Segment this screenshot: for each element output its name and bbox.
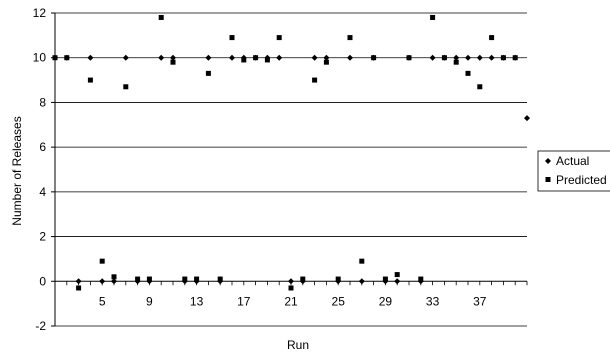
y-tick-label: 6 xyxy=(39,140,46,154)
point-predicted xyxy=(489,35,495,41)
point-predicted xyxy=(76,285,82,291)
legend-label-predicted: Predicted xyxy=(556,173,607,187)
point-actual xyxy=(75,278,82,285)
point-predicted xyxy=(359,258,365,264)
point-predicted xyxy=(300,276,306,282)
point-predicted xyxy=(512,55,518,61)
point-predicted xyxy=(111,274,117,280)
legend-label-actual: Actual xyxy=(556,154,589,168)
x-tick-label: 21 xyxy=(284,294,298,308)
point-predicted xyxy=(170,59,176,65)
point-predicted xyxy=(406,55,412,61)
y-tick-label: 12 xyxy=(33,6,47,20)
point-predicted xyxy=(335,276,341,282)
x-tick-label: 37 xyxy=(473,294,487,308)
point-predicted xyxy=(99,258,105,264)
y-tick-label: 8 xyxy=(39,95,46,109)
legend-marker-actual xyxy=(545,158,551,164)
point-actual xyxy=(394,278,401,285)
x-tick-label: 25 xyxy=(332,294,346,308)
point-predicted xyxy=(276,35,282,41)
point-actual xyxy=(288,278,294,285)
point-actual xyxy=(476,54,483,61)
point-predicted xyxy=(182,276,188,282)
x-axis-title: Run xyxy=(287,338,309,352)
point-predicted xyxy=(418,276,424,282)
point-predicted xyxy=(500,55,506,61)
y-tick-label: 0 xyxy=(39,274,46,288)
y-axis-title: Number of Releases xyxy=(10,116,24,225)
x-tick-label: 29 xyxy=(379,294,393,308)
point-predicted xyxy=(229,35,235,41)
point-actual xyxy=(87,54,94,61)
point-predicted xyxy=(465,70,471,76)
point-predicted xyxy=(453,59,459,65)
point-actual xyxy=(347,54,353,61)
point-predicted xyxy=(158,14,164,20)
point-actual xyxy=(358,278,365,285)
point-predicted xyxy=(52,55,58,61)
point-predicted xyxy=(347,35,353,41)
point-predicted xyxy=(241,57,247,63)
x-tick-label: 13 xyxy=(190,294,204,308)
point-predicted xyxy=(312,77,318,83)
point-actual xyxy=(122,54,129,61)
point-predicted xyxy=(146,276,152,282)
point-predicted xyxy=(264,57,270,63)
point-predicted xyxy=(135,276,141,282)
legend: Actual Predicted xyxy=(537,150,610,192)
point-predicted xyxy=(194,276,200,282)
point-predicted xyxy=(64,55,70,61)
point-predicted xyxy=(205,70,211,76)
point-predicted xyxy=(217,276,223,282)
point-predicted xyxy=(371,55,377,61)
y-tick-label: 4 xyxy=(39,185,46,199)
point-actual xyxy=(524,115,530,122)
point-predicted xyxy=(253,55,259,61)
point-predicted xyxy=(477,84,483,90)
point-actual xyxy=(311,54,318,61)
y-tick-label: 2 xyxy=(39,230,46,244)
point-predicted xyxy=(394,272,400,278)
point-actual xyxy=(465,54,471,61)
point-actual xyxy=(205,54,212,61)
x-tick-label: 9 xyxy=(146,294,153,308)
point-actual xyxy=(111,278,117,285)
x-tick-label: 17 xyxy=(237,294,251,308)
y-tick-labels: -2 0 2 4 6 8 10 12 xyxy=(33,6,47,333)
point-actual xyxy=(158,54,165,61)
point-actual xyxy=(429,54,436,61)
point-predicted xyxy=(288,285,294,291)
point-actual xyxy=(99,278,106,285)
legend-box xyxy=(537,150,610,192)
x-tick-label: 33 xyxy=(426,294,440,308)
y-tick-label: 10 xyxy=(33,51,47,65)
point-actual xyxy=(229,54,235,61)
point-actual xyxy=(276,54,283,61)
point-actual xyxy=(453,54,460,61)
legend-marker-predicted xyxy=(545,177,551,182)
point-predicted xyxy=(323,59,329,65)
point-actual xyxy=(488,54,495,61)
point-actual xyxy=(323,54,330,61)
grid xyxy=(55,12,527,327)
y-tick-label: -2 xyxy=(35,319,46,333)
point-actual xyxy=(170,54,176,61)
x-tick-labels: 5 9 13 17 21 25 29 33 37 xyxy=(99,294,487,308)
x-tick-label: 5 xyxy=(99,294,106,308)
series-predicted xyxy=(52,14,518,291)
point-predicted xyxy=(430,14,436,20)
point-predicted xyxy=(441,55,447,61)
point-predicted xyxy=(87,77,93,83)
point-predicted xyxy=(123,84,129,90)
point-predicted xyxy=(382,276,388,282)
